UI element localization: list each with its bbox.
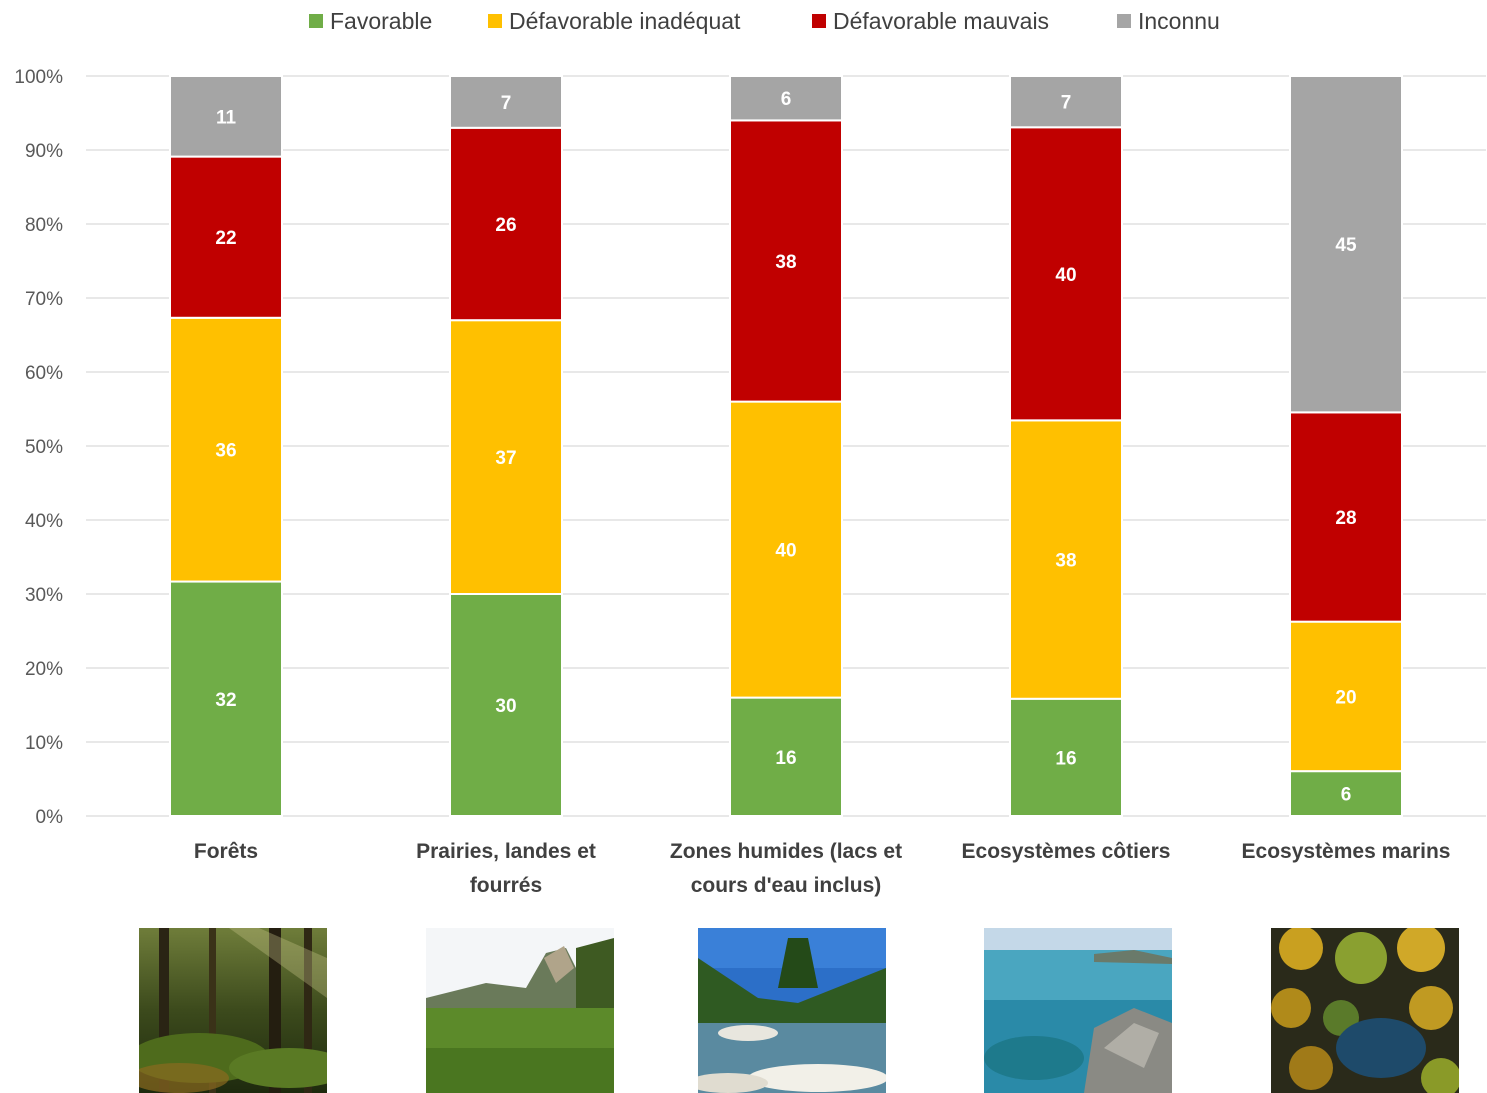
category-label: Prairies, landes et fourrés xyxy=(416,840,596,897)
y-tick-label: 30% xyxy=(25,585,63,606)
bar-segment xyxy=(169,316,283,583)
y-tick-label: 10% xyxy=(25,733,63,754)
legend-label: Défavorable inadéquat xyxy=(509,8,741,34)
y-tick-label: 90% xyxy=(25,141,63,162)
category-label: Zones humides (lacs et cours d'eau inclus… xyxy=(670,840,902,897)
data-labels: 32 36 22 11 30 37 26 7 16 40 38 6 16 38 40 7 6 20 28 45 xyxy=(215,89,1357,805)
data-label: 28 xyxy=(1335,508,1356,529)
data-label: 40 xyxy=(1055,265,1076,286)
y-tick-label: 0% xyxy=(36,807,64,828)
legend-label: Défavorable mauvais xyxy=(833,8,1049,34)
bar-segment xyxy=(1289,411,1403,623)
data-label: 38 xyxy=(775,252,796,273)
bar-segment xyxy=(1289,620,1403,773)
legend-label: Inconnu xyxy=(1138,8,1220,34)
bar-segment xyxy=(169,580,283,817)
data-label: 32 xyxy=(215,690,236,711)
y-tick-label: 40% xyxy=(25,511,63,532)
data-label: 36 xyxy=(215,441,236,462)
y-tick-label: 20% xyxy=(25,659,63,680)
bar-segment xyxy=(729,400,843,699)
meadow-photo xyxy=(426,928,614,1093)
category-label: Ecosystèmes côtiers xyxy=(962,840,1171,863)
bar-segment xyxy=(1009,697,1123,817)
bar-segment xyxy=(449,75,563,129)
y-tick-label: 60% xyxy=(25,363,63,384)
data-label: 16 xyxy=(1055,748,1076,769)
river-photo xyxy=(698,928,886,1093)
data-label: 16 xyxy=(775,748,796,769)
category-label: Ecosystèmes marins xyxy=(1242,840,1451,863)
y-tick-label: 80% xyxy=(25,215,63,236)
legend: Favorable Défavorable inadéquat Défavorabl… xyxy=(309,8,1220,34)
y-tick-label: 50% xyxy=(25,437,63,458)
data-label: 6 xyxy=(1341,785,1352,806)
bar-segment xyxy=(169,155,283,319)
bar-segment xyxy=(1009,126,1123,422)
category-label: Forêts xyxy=(194,840,258,863)
legend-label: Favorable xyxy=(330,8,432,34)
bar-segment xyxy=(729,75,843,122)
data-label: 40 xyxy=(775,541,796,562)
forest-photo xyxy=(139,928,327,1093)
data-label: 26 xyxy=(495,215,516,236)
data-label: 6 xyxy=(781,89,792,110)
category-labels: Forêts Prairies, landes et fourrés Zones hu… xyxy=(194,840,1451,897)
legend-swatch xyxy=(309,14,323,28)
y-tick-label: 70% xyxy=(25,289,63,310)
legend-swatch xyxy=(1117,14,1131,28)
bar-segment xyxy=(729,119,843,403)
coast-photo xyxy=(984,928,1172,1093)
data-label: 11 xyxy=(216,107,237,128)
data-label: 38 xyxy=(1055,551,1076,572)
data-label: 7 xyxy=(501,93,512,114)
data-label: 30 xyxy=(495,696,516,717)
legend-swatch xyxy=(488,14,502,28)
y-tick-label: 100% xyxy=(14,67,63,88)
bars xyxy=(169,75,1403,817)
y-axis-ticks: 0% 10% 20% 30% 40% 50% 60% 70% 80% 90% 100% xyxy=(14,67,63,828)
data-label: 45 xyxy=(1335,235,1357,256)
marine-photo xyxy=(1271,928,1459,1093)
legend-swatch xyxy=(812,14,826,28)
bar-segment xyxy=(1009,75,1123,129)
bar-segment xyxy=(729,696,843,817)
bar-segment xyxy=(1289,75,1403,414)
data-label: 22 xyxy=(215,228,236,249)
bar-segment xyxy=(169,75,283,158)
data-label: 37 xyxy=(495,448,516,469)
bar-segment xyxy=(449,593,563,817)
data-label: 7 xyxy=(1061,93,1072,114)
data-label: 20 xyxy=(1335,687,1356,708)
stacked-bar-chart: Favorable Défavorable inadéquat Défavorabl… xyxy=(14,8,1486,897)
